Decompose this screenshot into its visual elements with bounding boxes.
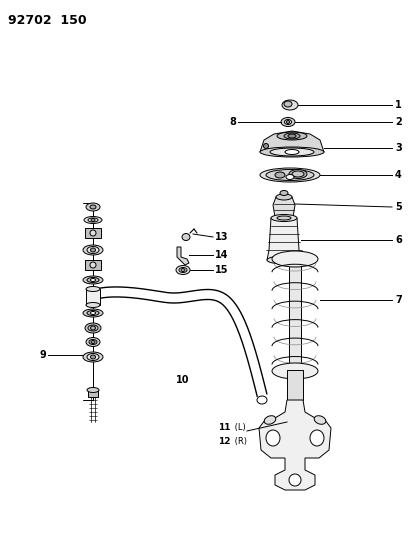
Ellipse shape: [280, 117, 294, 126]
Text: 2: 2: [394, 117, 401, 127]
Text: 14: 14: [214, 250, 228, 260]
Ellipse shape: [90, 262, 96, 268]
Ellipse shape: [90, 355, 95, 359]
Ellipse shape: [285, 174, 293, 180]
Polygon shape: [266, 218, 300, 260]
Ellipse shape: [287, 134, 295, 138]
Ellipse shape: [87, 311, 99, 316]
Ellipse shape: [85, 323, 101, 333]
Ellipse shape: [83, 276, 103, 284]
Text: 5: 5: [394, 202, 401, 212]
Text: 9: 9: [39, 350, 46, 360]
Ellipse shape: [313, 416, 325, 424]
Ellipse shape: [284, 149, 298, 155]
Ellipse shape: [88, 218, 98, 222]
Ellipse shape: [87, 278, 99, 282]
Ellipse shape: [266, 169, 313, 181]
Ellipse shape: [83, 309, 103, 317]
Ellipse shape: [276, 216, 290, 220]
Text: 11: 11: [218, 424, 230, 432]
Ellipse shape: [86, 303, 100, 308]
Ellipse shape: [87, 353, 99, 360]
Ellipse shape: [91, 219, 95, 222]
Text: (L): (L): [231, 424, 245, 432]
Ellipse shape: [86, 203, 100, 211]
Ellipse shape: [90, 311, 95, 314]
Ellipse shape: [283, 133, 299, 139]
Ellipse shape: [176, 265, 190, 274]
Ellipse shape: [281, 100, 297, 110]
Ellipse shape: [86, 337, 100, 346]
Ellipse shape: [309, 430, 323, 446]
Bar: [85, 228, 101, 238]
Text: 92702  150: 92702 150: [8, 14, 86, 27]
Text: 13: 13: [214, 232, 228, 242]
Ellipse shape: [288, 169, 306, 179]
Bar: [86, 289, 100, 305]
Text: 1: 1: [394, 100, 401, 110]
Ellipse shape: [256, 396, 266, 404]
Ellipse shape: [90, 279, 95, 281]
Ellipse shape: [89, 340, 97, 344]
Ellipse shape: [269, 148, 313, 156]
Ellipse shape: [288, 474, 300, 486]
Ellipse shape: [90, 248, 95, 252]
Ellipse shape: [90, 205, 96, 209]
Ellipse shape: [83, 352, 103, 362]
Ellipse shape: [87, 246, 99, 254]
Polygon shape: [259, 131, 323, 152]
Ellipse shape: [263, 143, 268, 149]
Ellipse shape: [266, 256, 300, 264]
Bar: [88, 390, 98, 397]
Ellipse shape: [259, 168, 319, 182]
Text: 12: 12: [218, 438, 230, 447]
Ellipse shape: [86, 287, 100, 292]
Ellipse shape: [91, 341, 95, 343]
Text: 8: 8: [228, 117, 235, 127]
Ellipse shape: [84, 216, 102, 223]
Polygon shape: [177, 247, 189, 265]
Ellipse shape: [284, 119, 291, 125]
Polygon shape: [272, 194, 294, 217]
Ellipse shape: [286, 120, 289, 124]
Ellipse shape: [178, 268, 187, 272]
Text: 7: 7: [394, 295, 401, 305]
Ellipse shape: [263, 416, 275, 424]
Text: 10: 10: [176, 375, 189, 385]
Text: 6: 6: [394, 235, 401, 245]
Ellipse shape: [283, 101, 291, 107]
Bar: [286, 370, 302, 400]
Text: (R): (R): [231, 438, 247, 447]
Ellipse shape: [271, 251, 317, 267]
Bar: [85, 260, 101, 270]
Ellipse shape: [180, 269, 185, 271]
Ellipse shape: [88, 325, 98, 331]
Text: 3: 3: [394, 143, 401, 153]
Ellipse shape: [291, 171, 303, 177]
Ellipse shape: [279, 190, 287, 196]
Ellipse shape: [90, 326, 95, 330]
Text: 15: 15: [214, 265, 228, 275]
Ellipse shape: [276, 132, 306, 140]
Text: 4: 4: [394, 170, 401, 180]
Ellipse shape: [90, 230, 96, 236]
Ellipse shape: [271, 214, 296, 222]
Ellipse shape: [275, 194, 291, 200]
Ellipse shape: [274, 172, 284, 178]
Ellipse shape: [266, 430, 279, 446]
Bar: [288, 255, 300, 370]
Ellipse shape: [83, 245, 103, 255]
Ellipse shape: [87, 387, 99, 392]
Polygon shape: [259, 400, 330, 490]
Ellipse shape: [259, 147, 323, 157]
Ellipse shape: [182, 233, 190, 240]
Ellipse shape: [271, 363, 317, 379]
